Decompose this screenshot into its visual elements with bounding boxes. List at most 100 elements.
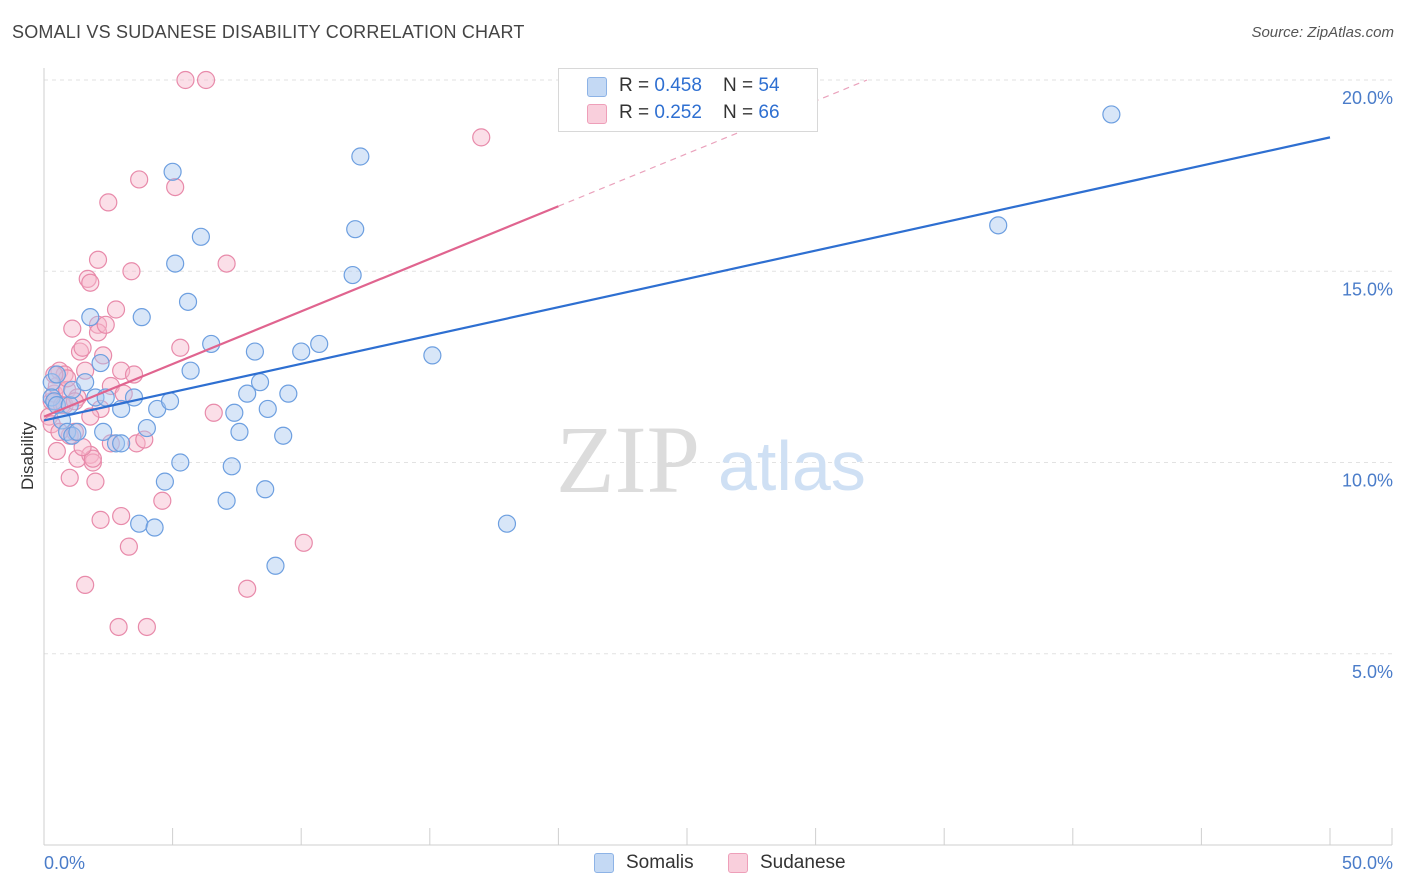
somalis-point <box>230 422 249 441</box>
legend-n-label: N = <box>723 75 759 96</box>
somalis-point <box>989 216 1008 235</box>
sudanese-point <box>137 617 156 637</box>
sudanese-point <box>176 70 195 90</box>
somalis-point <box>47 365 66 384</box>
legend-n-label: N = <box>723 102 759 123</box>
somalis-point <box>91 353 110 373</box>
sudanese-legend-label: Sudanese <box>760 852 846 873</box>
somalis-point <box>130 514 149 533</box>
sudanese-point <box>88 250 108 269</box>
sudanese-point <box>153 491 172 510</box>
legend-n-value: 66 <box>758 102 780 123</box>
somalis-point <box>76 373 95 392</box>
somalis-point <box>225 403 244 422</box>
watermark-atlas: atlas <box>718 427 866 505</box>
grid-lines <box>44 79 1392 655</box>
somalis-trendline <box>43 136 1331 422</box>
somalis-swatch <box>587 77 607 97</box>
x-tick-label: 0.0% <box>44 853 85 873</box>
legend-r-value: 0.458 <box>654 75 702 96</box>
somalis-point <box>181 361 200 380</box>
somalis-point <box>351 147 370 166</box>
sudanese-swatch <box>587 104 607 124</box>
somalis-legend-label: Somalis <box>626 852 694 873</box>
somalis-point <box>497 514 517 533</box>
somalis-point <box>222 457 241 476</box>
somalis-point <box>191 227 210 246</box>
sudanese-point <box>88 323 108 342</box>
somalis-point <box>163 162 182 181</box>
somalis-point <box>68 422 87 441</box>
somalis-point <box>81 308 100 327</box>
somalis-point <box>137 418 156 438</box>
sudanese-point <box>135 430 154 449</box>
somalis-point <box>274 426 293 445</box>
somalis-point <box>256 480 275 499</box>
sudanese-point <box>83 453 102 472</box>
sudanese-point <box>119 537 138 556</box>
source-label: Source: ZipAtlas.com <box>1251 24 1394 41</box>
legend-n-value: 54 <box>758 75 780 96</box>
somalis-point <box>106 434 126 453</box>
somalis-point <box>145 518 164 537</box>
sudanese-point <box>112 506 131 526</box>
somalis-point <box>132 308 151 327</box>
somalis-point <box>250 373 270 392</box>
y-axis-label: Disability <box>18 421 37 490</box>
legend-r-value: 0.252 <box>654 102 702 123</box>
sudanese-point <box>122 262 141 281</box>
somalis-point <box>166 254 185 273</box>
sudanese-point <box>81 407 100 426</box>
axes <box>43 68 1393 846</box>
somalis-point <box>112 434 131 453</box>
legend-r-label: R = <box>619 75 655 96</box>
sudanese-legend-swatch <box>728 853 748 873</box>
somalis-point <box>310 334 329 354</box>
somalis-point <box>171 453 190 472</box>
somalis-point <box>155 472 174 491</box>
stats-legend: R = 0.458 N = 54 R = 0.252 N = 66 <box>558 68 818 132</box>
sudanese-point <box>73 338 92 357</box>
somalis-point <box>266 556 285 575</box>
sudanese-point <box>238 579 257 598</box>
somalis-point <box>292 342 311 361</box>
sudanese-point <box>294 533 313 552</box>
sudanese-point <box>76 575 95 595</box>
somalis-point <box>217 491 236 510</box>
somalis-point <box>94 422 113 441</box>
y-tick-label: 20.0% <box>1342 88 1393 108</box>
somalis-point <box>346 220 365 239</box>
sudanese-point <box>99 193 118 212</box>
sudanese-point <box>47 441 66 461</box>
somalis-point <box>245 342 265 361</box>
y-tick-label: 5.0% <box>1352 662 1393 682</box>
somalis-point <box>160 392 180 411</box>
sudanese-point <box>96 315 115 334</box>
sudanese-point <box>130 170 149 189</box>
watermark-zip: ZIP <box>556 406 700 513</box>
sudanese-point <box>166 178 185 197</box>
sudanese-point <box>81 273 100 292</box>
somalis-point <box>423 346 442 365</box>
sudanese-point <box>196 70 216 90</box>
sudanese-point <box>86 472 105 491</box>
somalis-point <box>1102 105 1121 124</box>
y-tick-label: 15.0% <box>1342 279 1393 299</box>
somalis-legend-swatch <box>594 853 614 873</box>
sudanese-point <box>472 128 491 147</box>
tick-labels: 5.0% 10.0% 15.0% 20.0% 0.0% 50.0% <box>44 88 1393 873</box>
sudanese-point <box>171 338 190 357</box>
sudanese-point <box>88 315 108 334</box>
somalis-point <box>124 388 144 407</box>
sudanese-point <box>106 300 126 319</box>
chart-title: SOMALI VS SUDANESE DISABILITY CORRELATIO… <box>12 22 525 42</box>
sudanese-point <box>83 449 102 468</box>
x-tick-label: 50.0% <box>1342 853 1393 873</box>
somalis-point <box>343 265 362 285</box>
sudanese-trendline <box>43 205 559 418</box>
somalis-point <box>279 384 298 403</box>
sudanese-point <box>91 510 110 529</box>
somalis-point <box>258 399 277 419</box>
somalis-point <box>178 292 198 311</box>
